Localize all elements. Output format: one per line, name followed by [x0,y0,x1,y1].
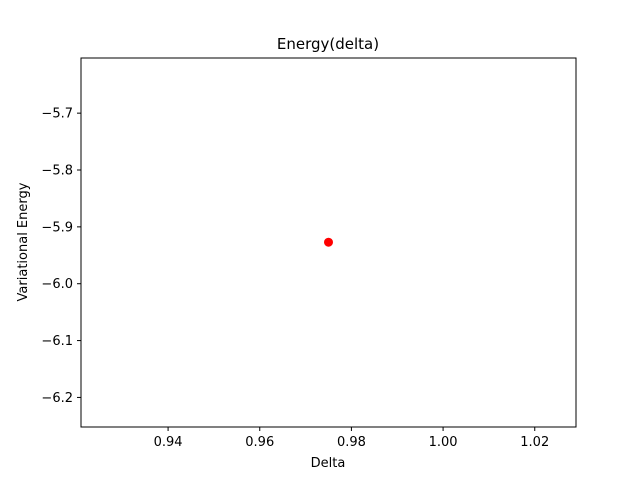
x-tick-label: 1.00 [429,435,458,450]
data-series [324,237,333,247]
y-tick-label: −6.0 [41,277,73,292]
x-tick-label: 0.96 [245,435,274,450]
y-tick-label: −5.8 [41,164,73,179]
x-tick-label: 1.02 [520,435,549,450]
x-axis: 0.94 0.96 0.98 1.00 1.02 [154,427,549,450]
y-tick-label: −5.9 [41,220,73,235]
x-axis-label: Delta [311,456,346,471]
data-point [324,237,333,247]
y-axis: −5.7 −5.8 −5.9 −6.0 −6.1 −6.2 [41,107,81,406]
y-tick-label: −6.2 [41,391,73,406]
chart-title: Energy(delta) [277,35,379,53]
x-tick-label: 0.94 [154,435,183,450]
x-tick-label: 0.98 [337,435,366,450]
y-tick-label: −5.7 [41,107,73,122]
y-tick-label: −6.1 [41,334,73,349]
y-axis-label: Variational Energy [16,182,31,301]
